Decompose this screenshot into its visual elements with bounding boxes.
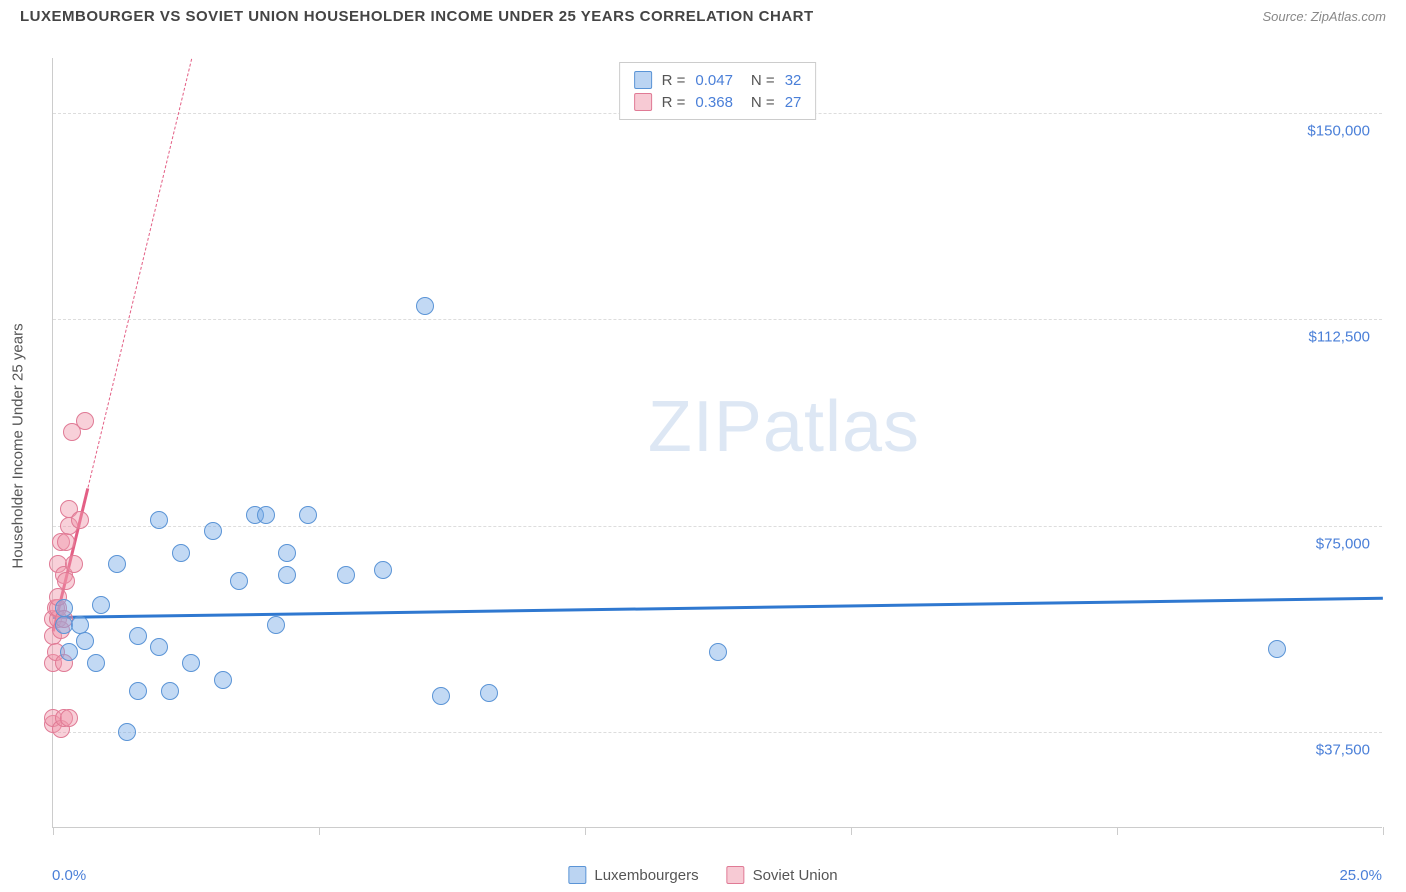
data-point [76, 632, 94, 650]
correlation-legend: R = 0.047 N = 32 R = 0.368 N = 27 [619, 62, 817, 120]
data-point [76, 412, 94, 430]
scatter-chart: R = 0.047 N = 32 R = 0.368 N = 27 ZIPatl… [52, 58, 1382, 828]
data-point [150, 638, 168, 656]
data-point [65, 555, 83, 573]
data-point [92, 596, 110, 614]
data-point [55, 599, 73, 617]
x-axis-max-label: 25.0% [1339, 867, 1382, 884]
data-point [709, 643, 727, 661]
gridline [53, 319, 1382, 320]
data-point [278, 566, 296, 584]
gridline [53, 526, 1382, 527]
data-point [182, 654, 200, 672]
data-point [337, 566, 355, 584]
data-point [299, 506, 317, 524]
y-tick-label: $112,500 [1309, 329, 1370, 346]
y-tick-label: $150,000 [1307, 123, 1370, 140]
data-point [374, 561, 392, 579]
legend-swatch-blue [568, 866, 586, 884]
chart-header: LUXEMBOURGER VS SOVIET UNION HOUSEHOLDER… [0, 0, 1406, 29]
y-tick-label: $37,500 [1316, 741, 1370, 758]
data-point [172, 544, 190, 562]
data-point [1268, 640, 1286, 658]
x-tick [851, 827, 852, 835]
x-tick [53, 827, 54, 835]
legend-swatch-pink [727, 866, 745, 884]
x-tick [319, 827, 320, 835]
data-point [257, 506, 275, 524]
data-point [161, 682, 179, 700]
gridline [53, 732, 1382, 733]
legend-row-blue: R = 0.047 N = 32 [634, 69, 802, 91]
data-point [71, 511, 89, 529]
legend-swatch-pink [634, 93, 652, 111]
data-point [71, 616, 89, 634]
x-axis-min-label: 0.0% [52, 867, 86, 884]
legend-item-soviet: Soviet Union [727, 866, 838, 884]
series-legend: Luxembourgers Soviet Union [568, 866, 837, 884]
data-point [108, 555, 126, 573]
data-point [214, 671, 232, 689]
data-point [60, 709, 78, 727]
trendline-pink-dashed [87, 58, 192, 487]
data-point [230, 572, 248, 590]
y-tick-label: $75,000 [1316, 535, 1370, 552]
data-point [57, 572, 75, 590]
legend-row-pink: R = 0.368 N = 27 [634, 91, 802, 113]
x-tick [1117, 827, 1118, 835]
data-point [416, 297, 434, 315]
legend-item-luxembourgers: Luxembourgers [568, 866, 698, 884]
data-point [60, 643, 78, 661]
data-point [278, 544, 296, 562]
x-tick [585, 827, 586, 835]
data-point [432, 687, 450, 705]
data-point [150, 511, 168, 529]
data-point [87, 654, 105, 672]
data-point [118, 723, 136, 741]
data-point [129, 627, 147, 645]
data-point [57, 533, 75, 551]
data-point [129, 682, 147, 700]
legend-swatch-blue [634, 71, 652, 89]
watermark: ZIPatlas [648, 386, 920, 468]
chart-title: LUXEMBOURGER VS SOVIET UNION HOUSEHOLDER… [20, 8, 814, 25]
chart-source: Source: ZipAtlas.com [1262, 9, 1386, 24]
trendline-blue [53, 597, 1383, 619]
data-point [480, 684, 498, 702]
x-tick [1383, 827, 1384, 835]
data-point [204, 522, 222, 540]
data-point [267, 616, 285, 634]
y-axis-title: Householder Income Under 25 years [10, 323, 27, 568]
